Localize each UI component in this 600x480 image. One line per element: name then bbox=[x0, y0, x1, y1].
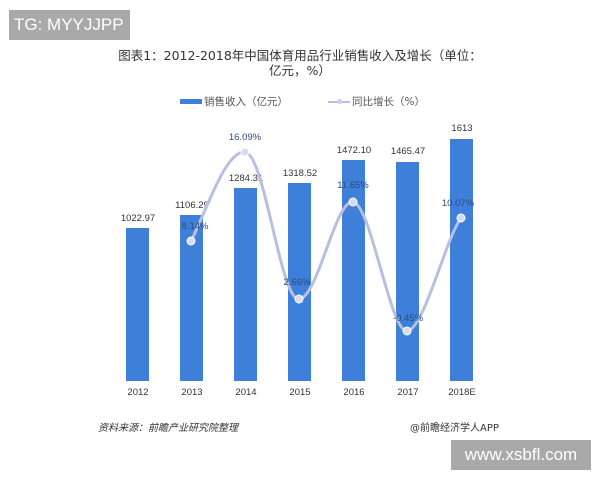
x-label-2016: 2016 bbox=[343, 387, 365, 398]
x-label-2018e: 2018E bbox=[448, 387, 476, 398]
x-label-2015: 2015 bbox=[289, 387, 311, 398]
legend-label-revenue: 销售收入（亿元） bbox=[204, 96, 288, 108]
x-label-2014: 2014 bbox=[235, 387, 257, 398]
bar-2015 bbox=[288, 183, 311, 381]
bar-label-2017: 1465.47 bbox=[390, 146, 426, 157]
source-note: 资料来源：前瞻产业研究院整理 bbox=[98, 423, 238, 434]
bar-label-2012: 1022.97 bbox=[120, 213, 156, 224]
chart-title-line1: 图表1：2012-2018年中国体育用品行业销售收入及增长（单位： bbox=[118, 48, 482, 63]
bar-label-2018e: 1613 bbox=[451, 123, 473, 134]
pct-label-2013: 8.14% bbox=[181, 221, 209, 232]
bar-2018e bbox=[450, 139, 473, 381]
line-swatch-icon bbox=[328, 98, 350, 104]
watermark-bottom: www.xsbfl.com bbox=[451, 440, 591, 470]
x-label-2012: 2012 bbox=[127, 387, 149, 398]
pct-label-2018e: 10.07% bbox=[441, 198, 475, 209]
bar-2012 bbox=[126, 228, 149, 381]
x-label-2013: 2013 bbox=[181, 387, 203, 398]
legend-label-growth: 同比增长（%） bbox=[352, 96, 425, 108]
pct-label-2015: 2.66% bbox=[283, 277, 311, 288]
x-label-2017: 2017 bbox=[397, 387, 419, 398]
pct-label-2017: -0.45% bbox=[392, 313, 424, 324]
chart-title-line2: 亿元，%） bbox=[269, 63, 331, 78]
legend-item-revenue: 销售收入（亿元） bbox=[180, 94, 288, 109]
pct-label-2016: 11.65% bbox=[337, 180, 369, 191]
bar-label-2016: 1472.10 bbox=[336, 145, 372, 156]
bar-label-2015: 1318.52 bbox=[282, 168, 318, 179]
bar-label-2013: 1106.29 bbox=[175, 200, 209, 211]
bar-2014 bbox=[234, 188, 257, 381]
bar-2013 bbox=[180, 215, 203, 381]
legend-item-growth: 同比增长（%） bbox=[328, 94, 425, 109]
credit-note: @前瞻经济学人APP bbox=[410, 423, 499, 434]
bar-label-2014: 1284.31 bbox=[228, 173, 264, 184]
watermark-top: TG: MYYJJPP bbox=[9, 10, 130, 40]
chart-title: 图表1：2012-2018年中国体育用品行业销售收入及增长（单位： 亿元，%） bbox=[90, 48, 510, 78]
bar-swatch-icon bbox=[180, 99, 202, 104]
pct-label-2014: 16.09% bbox=[228, 132, 262, 143]
bar-2016 bbox=[342, 160, 365, 381]
